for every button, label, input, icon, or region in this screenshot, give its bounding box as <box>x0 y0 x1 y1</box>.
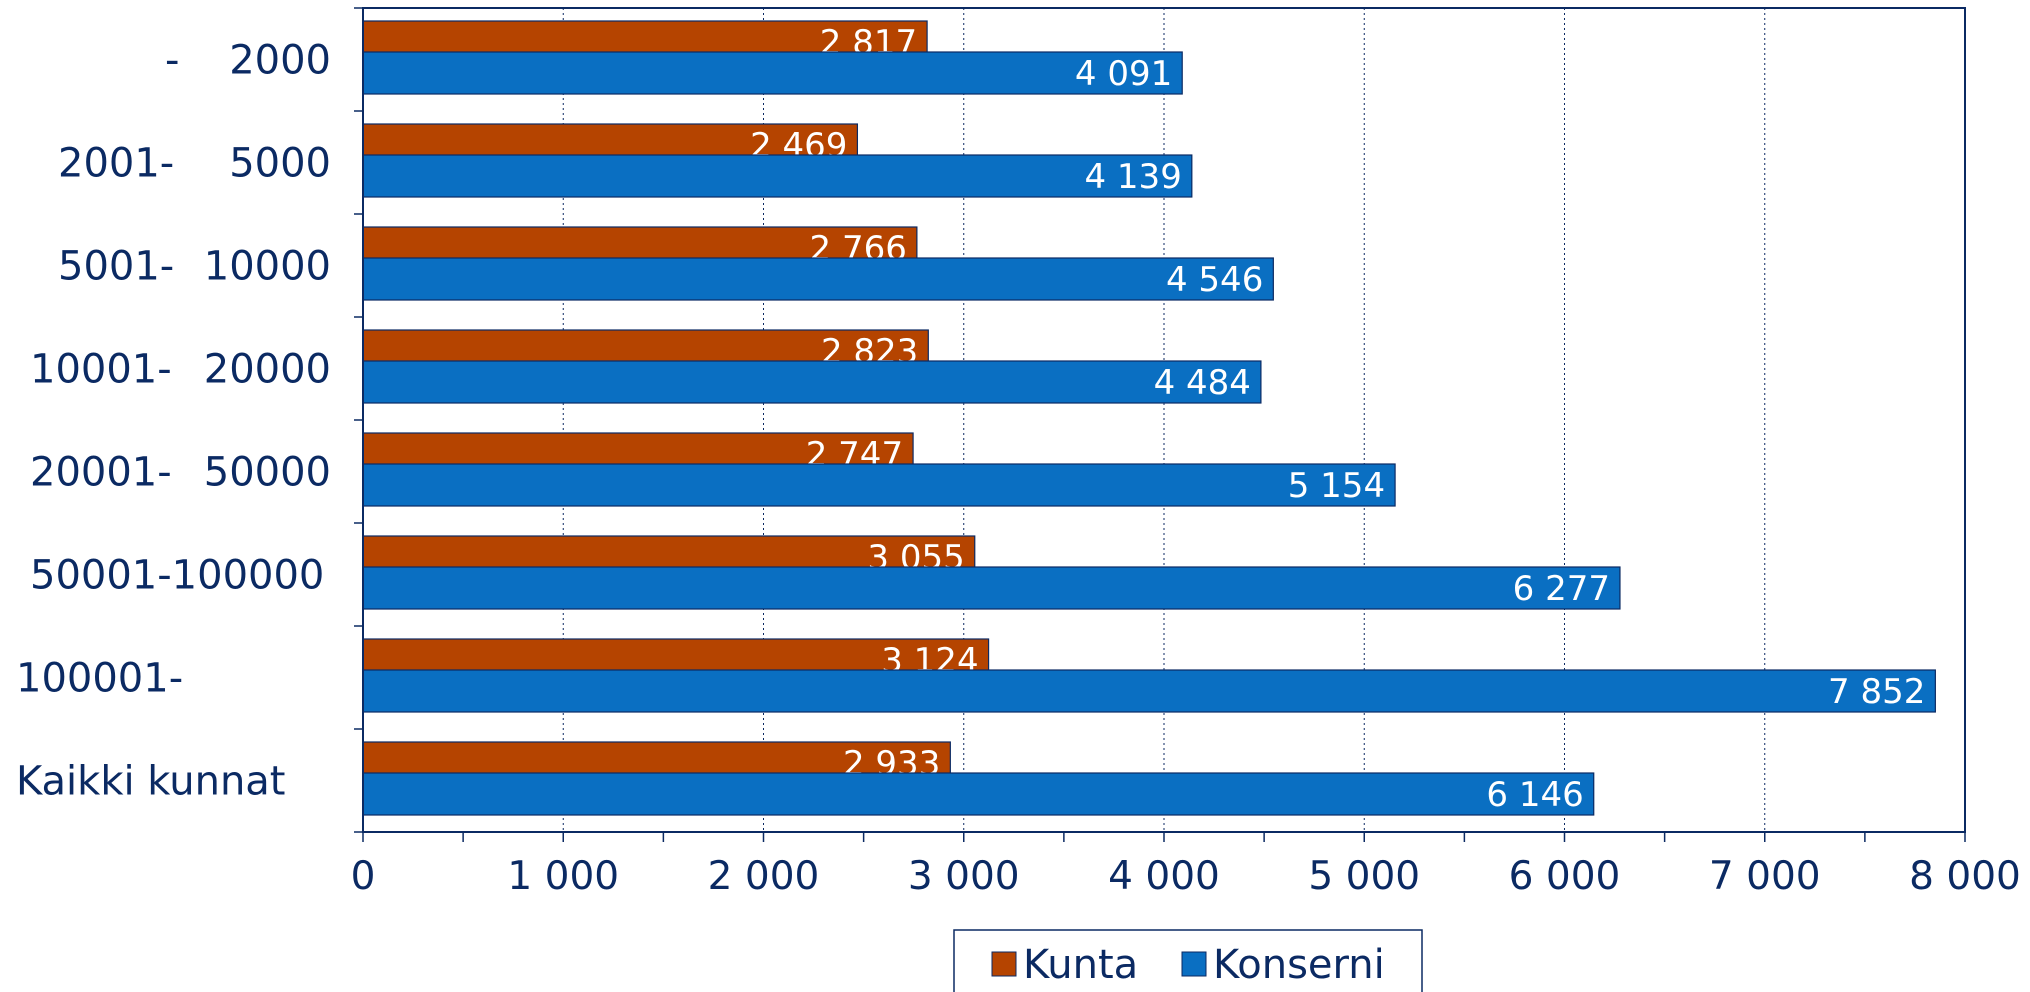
category-label-left-2: 5001- <box>58 244 174 290</box>
bar-konserni-1 <box>362 154 1193 198</box>
value-label-konserni-2: 4 546 <box>1166 260 1263 300</box>
category-label-6: 100001- <box>16 656 183 702</box>
axes <box>354 7 1966 842</box>
category-label-left-3: 10001- <box>30 347 172 393</box>
x-tick-label-5: 5 000 <box>1308 854 1420 899</box>
bar-konserni-4 <box>362 463 1396 507</box>
x-tick-label-0: 0 <box>351 854 376 899</box>
legend-label-kunta: Kunta <box>1023 942 1138 988</box>
x-tick-labels: 0 1 000 2 000 3 000 4 000 5 000 6 000 7 000 8 00… <box>351 854 2021 899</box>
category-label-right-2: 10000 <box>204 244 331 290</box>
bar-konserni-6 <box>362 669 1936 713</box>
bar-konserni-5 <box>362 566 1621 610</box>
category-label-right-1: 5000 <box>229 141 331 187</box>
x-tick-label-2: 2 000 <box>708 854 820 899</box>
category-label-left-0: - <box>165 38 179 84</box>
value-label-konserni-6: 7 852 <box>1828 672 1925 712</box>
category-label-right-3: 20000 <box>204 347 331 393</box>
legend-label-konserni: Konserni <box>1213 942 1385 988</box>
category-label-left-4: 20001- <box>30 450 172 496</box>
category-label-left-1: 2001- <box>58 141 174 187</box>
category-labels: 2000 - 5000 2001- 10000 5001- 20000 10001- 50000… <box>16 38 331 805</box>
x-tick-label-7: 7 000 <box>1709 854 1821 899</box>
value-label-konserni-7: 6 146 <box>1486 775 1583 815</box>
value-label-konserni-5: 6 277 <box>1513 569 1610 609</box>
value-label-konserni-3: 4 484 <box>1154 363 1251 403</box>
legend-swatch-kunta <box>991 951 1017 977</box>
x-tick-label-3: 3 000 <box>908 854 1020 899</box>
bar-konserni-3 <box>362 360 1262 404</box>
bar-konserni-7 <box>362 772 1595 816</box>
category-label-5: 50001-100000 <box>30 553 324 599</box>
category-label-right-4: 50000 <box>204 450 331 496</box>
category-label-right-0: 2000 <box>229 38 331 84</box>
x-tick-label-8: 8 000 <box>1909 854 2021 899</box>
x-tick-label-1: 1 000 <box>507 854 619 899</box>
x-tick-label-4: 4 000 <box>1108 854 1220 899</box>
bar-konserni-0 <box>362 51 1183 95</box>
legend-swatch-konserni <box>1181 951 1207 977</box>
value-label-konserni-1: 4 139 <box>1084 157 1181 197</box>
value-label-konserni-0: 4 091 <box>1075 54 1172 94</box>
legend: Kunta Konserni <box>953 929 1423 992</box>
x-tick-label-6: 6 000 <box>1509 854 1621 899</box>
bar-konserni-2 <box>362 257 1274 301</box>
value-label-konserni-4: 5 154 <box>1288 466 1385 506</box>
category-label-7: Kaikki kunnat <box>16 759 286 805</box>
